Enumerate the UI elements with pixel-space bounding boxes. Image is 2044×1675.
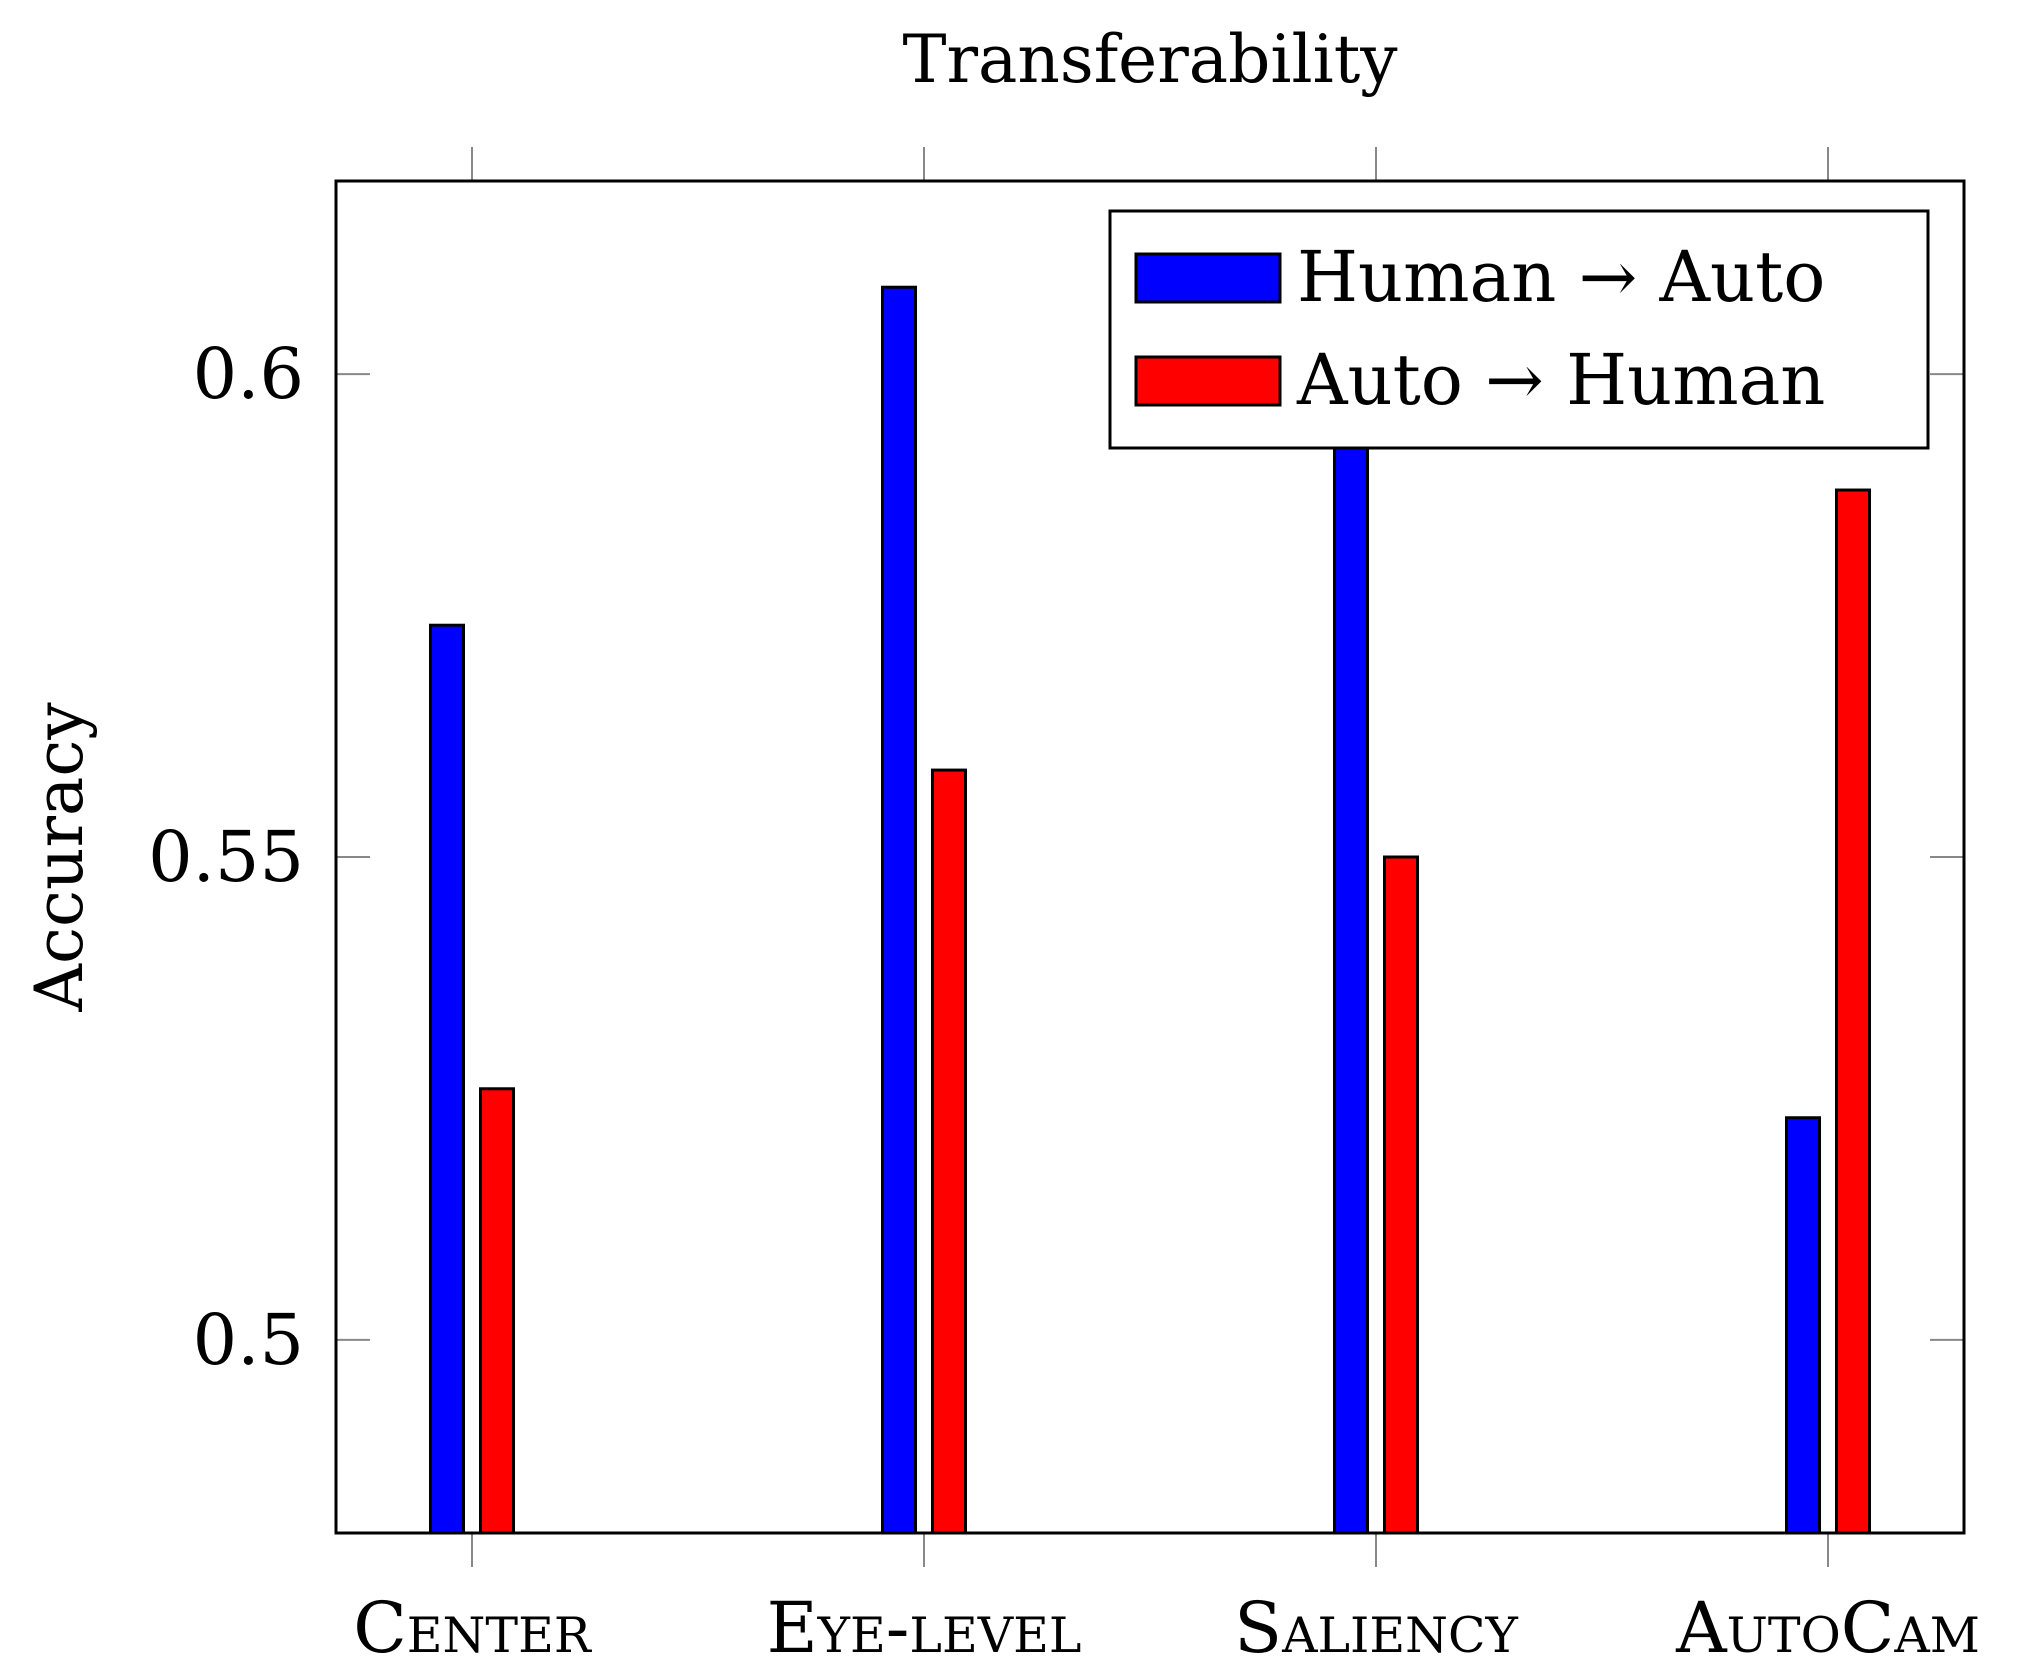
legend-label-human-to-auto: Human → Auto — [1297, 236, 1825, 318]
bar-auto-to-human — [1383, 855, 1419, 1535]
bar-auto-to-human — [931, 768, 967, 1535]
x-tick-label: AutoCam — [1675, 1587, 1980, 1669]
x-tick-labels: Center Eye-level Saliency AutoCam — [353, 1587, 1980, 1669]
legend-swatch-human-to-auto — [1134, 252, 1282, 304]
bar-human-to-auto — [881, 285, 917, 1535]
chart-title: Transferability — [902, 21, 1398, 98]
bar-human-to-auto — [1785, 1116, 1821, 1535]
axis-ticks — [336, 147, 1964, 1567]
x-tick-label: Eye-level — [767, 1587, 1082, 1669]
y-tick-label: 0.55 — [148, 816, 304, 898]
legend-label-auto-to-human: Auto → Human — [1296, 339, 1825, 421]
plot-area-frame — [334, 179, 1966, 1535]
bar-auto-to-human — [1835, 488, 1871, 1535]
bar-human-to-auto — [429, 623, 465, 1535]
y-tick-label: 0.5 — [193, 1299, 304, 1381]
bar-auto-to-human — [479, 1087, 515, 1535]
y-tick-label: 0.6 — [193, 333, 304, 415]
x-tick-label: Center — [353, 1587, 593, 1669]
y-tick-labels: 0.5 0.55 0.6 — [148, 333, 304, 1381]
legend-box — [1108, 209, 1930, 450]
legend-swatch-auto-to-human — [1134, 355, 1282, 407]
y-axis-label: Accuracy — [21, 702, 98, 1013]
x-tick-label: Saliency — [1234, 1587, 1518, 1669]
y-axis-label-group: Accuracy — [21, 702, 98, 1013]
bars — [429, 285, 1871, 1535]
bar-human-to-auto — [1333, 411, 1369, 1535]
legend: Human → Auto Auto → Human — [1108, 209, 1930, 450]
